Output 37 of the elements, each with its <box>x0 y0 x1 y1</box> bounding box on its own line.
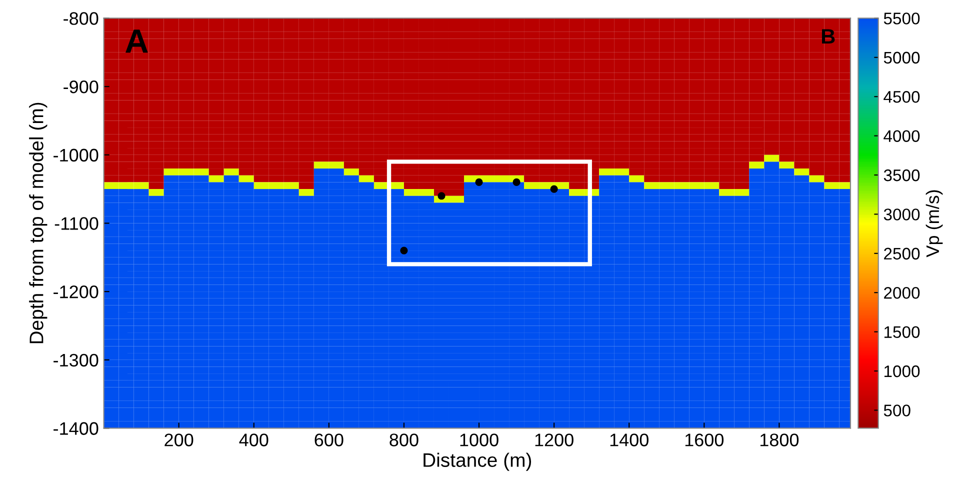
color-bar-label: 1000 <box>884 365 920 378</box>
point <box>550 185 558 193</box>
x-tick-label: 1800 <box>760 434 799 446</box>
point <box>512 178 520 186</box>
y-tick-label: -1000 <box>54 148 98 162</box>
y-tick-label: -1400 <box>54 422 98 435</box>
point <box>475 178 483 186</box>
annotation: A <box>126 30 148 53</box>
color-bar-label: 4000 <box>884 130 920 142</box>
y-tick-label: -900 <box>64 80 98 94</box>
color-bar-label: 1500 <box>884 326 920 338</box>
x-tick-label: 600 <box>314 434 344 446</box>
color-bar-label: 2500 <box>884 248 920 260</box>
point <box>438 192 446 200</box>
x-tick-label: 800 <box>390 434 418 446</box>
y-tick-label: -1200 <box>54 285 98 298</box>
x-tick-label: 1600 <box>685 434 724 446</box>
color-bar-label: 4500 <box>884 91 920 103</box>
color-bar-title: Vp (m/s) <box>926 190 943 258</box>
y-axis-title: Depth from top of model (m) <box>29 102 48 344</box>
x-tick-label: 400 <box>239 434 268 446</box>
x-tick-label: 1400 <box>610 434 648 446</box>
x-tick-label: 1200 <box>535 434 574 446</box>
x-tick-label: 200 <box>164 434 194 446</box>
color-bar-label: 5000 <box>884 52 920 64</box>
x-tick-label: 1000 <box>460 434 498 446</box>
y-tick-label: -1300 <box>54 354 98 367</box>
color-bar-label: 500 <box>884 404 910 416</box>
y-tick-label: -1100 <box>54 217 98 230</box>
point <box>400 246 408 254</box>
color-bar-label: 3500 <box>884 169 920 182</box>
color-bar-label: 2000 <box>884 287 920 299</box>
annotation: B <box>822 29 835 44</box>
y-tick-label: -800 <box>64 12 98 25</box>
color-bar-label: 5500 <box>884 12 920 24</box>
x-axis-title: Distance (m) <box>424 452 532 471</box>
color-bar-label: 3000 <box>884 208 920 220</box>
